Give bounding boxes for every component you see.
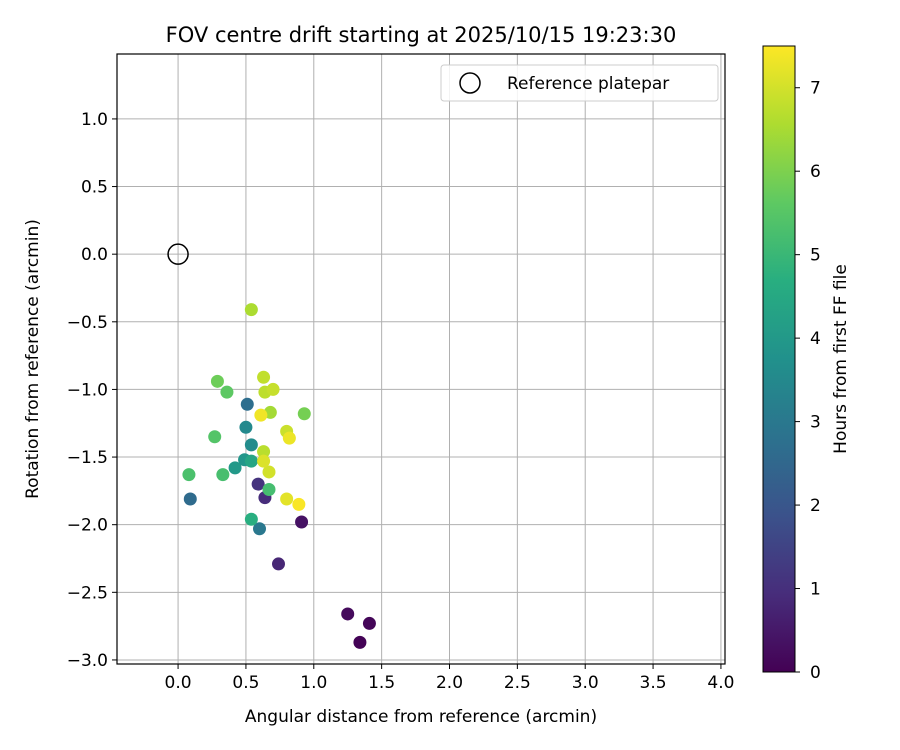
colorbar-ticks: 0 1 2 3 4 5 6 7: [795, 79, 821, 683]
data-point: [239, 420, 253, 434]
grid-lines: [117, 54, 725, 664]
data-point: [262, 483, 276, 497]
colorbar: 0 1 2 3 4 5 6 7 Hours from first FF file: [762, 45, 851, 683]
data-point: [182, 468, 196, 482]
data-point: [292, 497, 306, 511]
data-point: [254, 408, 268, 422]
legend: Reference platepar: [440, 64, 719, 102]
colorbar-tick-label: 4: [810, 329, 821, 349]
x-tick-label: 4.0: [707, 673, 734, 693]
colorbar-tick-label: 7: [810, 79, 821, 99]
x-tick-label: 1.5: [368, 673, 395, 693]
y-axis-label: Rotation from reference (arcmin): [23, 219, 43, 499]
y-axis-ticks: 1.0 0.5 0.0 −0.5 −1.0 −1.5 −2.0 −2.5 −3.0: [67, 110, 117, 671]
y-tick-label: −2.0: [67, 516, 108, 536]
x-tick-label: 0.0: [165, 673, 192, 693]
y-tick-label: −0.5: [67, 313, 108, 333]
y-tick-label: −1.0: [67, 380, 108, 400]
data-point: [216, 468, 230, 482]
x-tick-label: 2.5: [504, 673, 531, 693]
legend-box: [440, 64, 719, 102]
legend-entry-reference: Reference platepar: [507, 74, 669, 94]
colorbar-tick-label: 0: [810, 663, 821, 683]
data-point: [295, 515, 309, 529]
reference-marker: [167, 243, 189, 265]
chart-title: FOV centre drift starting at 2025/10/15 …: [166, 23, 677, 47]
colorbar-tick-label: 3: [810, 413, 821, 433]
plot-frame: [116, 53, 726, 665]
x-tick-label: 3.5: [640, 673, 667, 693]
reference-point-marker: [167, 243, 189, 265]
data-point: [257, 370, 271, 384]
colorbar-gradient: [762, 45, 796, 673]
y-tick-label: 0.5: [81, 178, 108, 198]
x-tick-label: 0.5: [232, 673, 259, 693]
x-tick-label: 3.0: [572, 673, 599, 693]
y-tick-label: −3.0: [67, 651, 108, 671]
data-point: [297, 407, 311, 421]
x-tick-label: 1.0: [300, 673, 327, 693]
data-point: [244, 512, 258, 526]
colorbar-tick-label: 6: [810, 162, 821, 182]
colorbar-tick-label: 2: [810, 496, 821, 516]
data-point: [257, 454, 271, 468]
data-point: [251, 477, 265, 491]
y-tick-label: −1.5: [67, 448, 108, 468]
data-point: [183, 492, 197, 506]
data-point: [210, 374, 224, 388]
data-point: [266, 382, 280, 396]
data-point: [282, 431, 296, 445]
data-points: [182, 303, 376, 649]
data-point: [244, 454, 258, 468]
x-axis-ticks: 0.0 0.5 1.0 1.5 2.0 2.5 3.0 3.5 4.0: [165, 664, 734, 693]
data-point: [253, 522, 266, 536]
data-point: [257, 445, 271, 459]
data-point: [220, 385, 234, 399]
data-point: [353, 635, 367, 649]
x-tick-label: 2.0: [436, 673, 463, 693]
y-tick-label: 0.0: [81, 245, 108, 265]
data-point: [228, 461, 242, 475]
legend-reference-marker: [459, 72, 481, 94]
data-point: [244, 303, 258, 317]
y-tick-label: −2.5: [67, 583, 108, 603]
colorbar-label: Hours from first FF file: [831, 264, 851, 454]
data-point: [240, 397, 254, 411]
data-point: [244, 438, 258, 452]
data-point: [272, 557, 285, 571]
data-point: [262, 465, 276, 479]
data-point: [280, 492, 294, 506]
colorbar-tick-label: 1: [810, 580, 821, 600]
y-tick-label: 1.0: [81, 110, 108, 130]
x-axis-label: Angular distance from reference (arcmin): [245, 707, 597, 727]
data-point: [362, 616, 376, 630]
data-point: [208, 430, 222, 444]
colorbar-tick-label: 5: [810, 246, 821, 266]
data-point: [341, 607, 355, 621]
